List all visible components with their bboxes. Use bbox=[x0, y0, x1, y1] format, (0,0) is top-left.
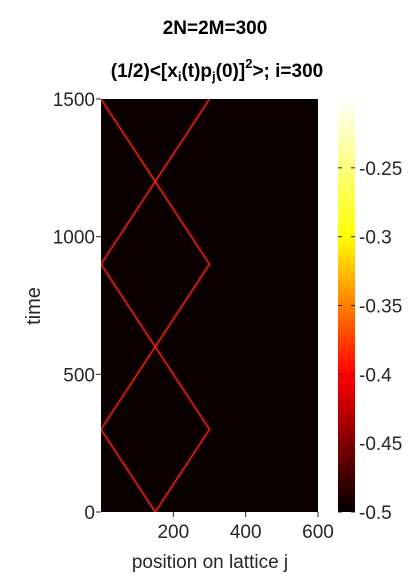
chart-title-line2: (1/2)<[xi(t)pj(0)]2>; i=300 bbox=[110, 56, 324, 84]
wave-front-2 bbox=[101, 99, 211, 512]
y-tick-label: 1000 bbox=[53, 228, 95, 249]
colorbar-ticks: -0.25 -0.3 -0.35 -0.4 -0.45 -0.5 bbox=[338, 159, 402, 524]
wave-front-1 bbox=[101, 99, 211, 512]
colorbar bbox=[338, 99, 355, 512]
y-axis: 0 500 1000 1500 bbox=[53, 90, 101, 524]
colorbar-tick-label: -0.5 bbox=[359, 503, 392, 524]
colorbar-fill bbox=[338, 99, 355, 512]
colorbar-tick-label: -0.25 bbox=[359, 159, 402, 180]
heatmap-background bbox=[101, 99, 318, 512]
colorbar-tick-label: -0.4 bbox=[359, 365, 392, 386]
y-tick-label: 0 bbox=[84, 503, 95, 524]
y-tick-label: 500 bbox=[63, 365, 95, 386]
y-tick-label: 1500 bbox=[53, 90, 95, 111]
x-tick-label: 400 bbox=[230, 522, 262, 543]
chart-title-line1: 2N=2M=300 bbox=[162, 18, 268, 39]
colorbar-tick-label: -0.35 bbox=[359, 297, 402, 318]
heatmap-fronts bbox=[101, 99, 212, 512]
colorbar-tick-label: -0.3 bbox=[359, 228, 392, 249]
x-axis-label: position on lattice j bbox=[132, 552, 288, 573]
colorbar-tick-label: -0.45 bbox=[359, 434, 402, 455]
x-axis: 200 400 600 bbox=[157, 512, 334, 543]
x-tick-label: 200 bbox=[157, 522, 189, 543]
x-tick-label: 600 bbox=[302, 522, 334, 543]
plot-area bbox=[101, 99, 318, 512]
y-axis-label: time bbox=[23, 287, 45, 325]
